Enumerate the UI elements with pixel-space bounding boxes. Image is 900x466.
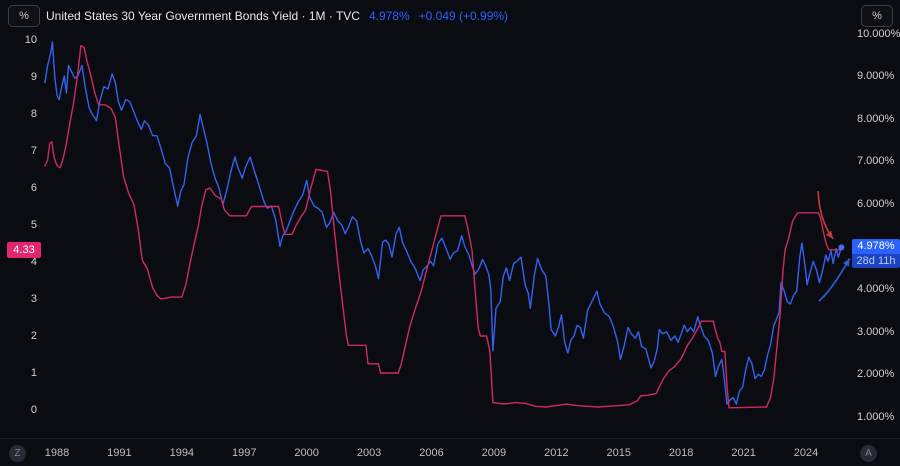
right-axis-tick-10: 10.000% (857, 27, 900, 40)
right-axis-tick-4: 4.000% (857, 283, 895, 296)
symbol-title: United States 30 Year Government Bonds Y… (46, 9, 360, 23)
left-axis-tick-7: 7 (30, 145, 37, 157)
left-axis-tick-9: 9 (30, 71, 37, 83)
timezone-button[interactable]: Z (9, 445, 26, 462)
blue-up-arrow-head (843, 258, 850, 267)
right-axis-tick-9: 9.000% (857, 70, 895, 83)
bond-price-badge: 4.978% 28d 11h (852, 239, 900, 269)
price-change-value: +0.049 (+0.99%) (418, 9, 509, 23)
right-axis-tick-6: 6.000% (857, 197, 895, 210)
time-axis-label-2009: 2009 (481, 447, 507, 459)
time-axis-label-2015: 2015 (606, 447, 631, 459)
last-price-value: 4.978% (368, 9, 410, 23)
right-axis-tick-8: 8.000% (857, 112, 895, 125)
left-axis-tick-1: 1 (30, 367, 37, 379)
right-axis-tick-1: 1.000% (857, 410, 895, 423)
auto-scale-button[interactable]: A (860, 445, 877, 462)
left-axis-tick-10: 10 (24, 34, 37, 46)
time-axis-label-2018: 2018 (668, 447, 694, 459)
right-price-scale-unit-button[interactable]: % (861, 5, 893, 27)
bond-price-badge-value: 4.978% (852, 239, 900, 255)
red-down-arrow-head (825, 230, 834, 239)
time-axis-label-2021: 2021 (731, 447, 756, 459)
time-axis-label-1988: 1988 (44, 447, 70, 459)
left-axis-tick-3: 3 (30, 293, 37, 305)
fedfunds-price-badge: 4.33 (7, 241, 41, 258)
left-axis-tick-8: 8 (30, 108, 37, 120)
series-line-fedfunds[interactable] (44, 44, 843, 409)
right-axis-tick-2: 2.000% (857, 368, 895, 381)
time-axis-label-1994: 1994 (169, 447, 195, 459)
time-axis-label-2003: 2003 (356, 447, 382, 459)
time-axis-label-2006: 2006 (419, 447, 444, 459)
left-axis-tick-6: 6 (30, 182, 37, 194)
series-line-us30y[interactable] (44, 41, 843, 405)
left-axis-tick-4: 4 (30, 256, 37, 268)
right-axis-tick-3: 3.000% (857, 325, 895, 338)
time-scale[interactable]: Z A 1988 1991 1994 1997 2000 2003 2006 2009 2012… (0, 438, 900, 466)
left-axis-tick-2: 2 (30, 330, 37, 342)
left-axis-tick-0: 0 (30, 404, 37, 416)
right-axis-tick-7: 7.000% (857, 155, 895, 168)
left-price-scale-unit-button[interactable]: % (8, 5, 40, 27)
bar-countdown: 28d 11h (852, 254, 900, 269)
last-price-dot (838, 244, 845, 251)
symbol-title-bar[interactable]: United States 30 Year Government Bonds Y… (46, 9, 508, 23)
time-axis-label-1997: 1997 (232, 447, 257, 459)
time-axis-label-1991: 1991 (107, 447, 132, 459)
time-axis-label-2012: 2012 (544, 447, 569, 459)
time-axis-label-2000: 2000 (294, 447, 319, 459)
time-axis-label-2024: 2024 (793, 447, 819, 459)
left-axis-tick-5: 5 (30, 219, 37, 231)
